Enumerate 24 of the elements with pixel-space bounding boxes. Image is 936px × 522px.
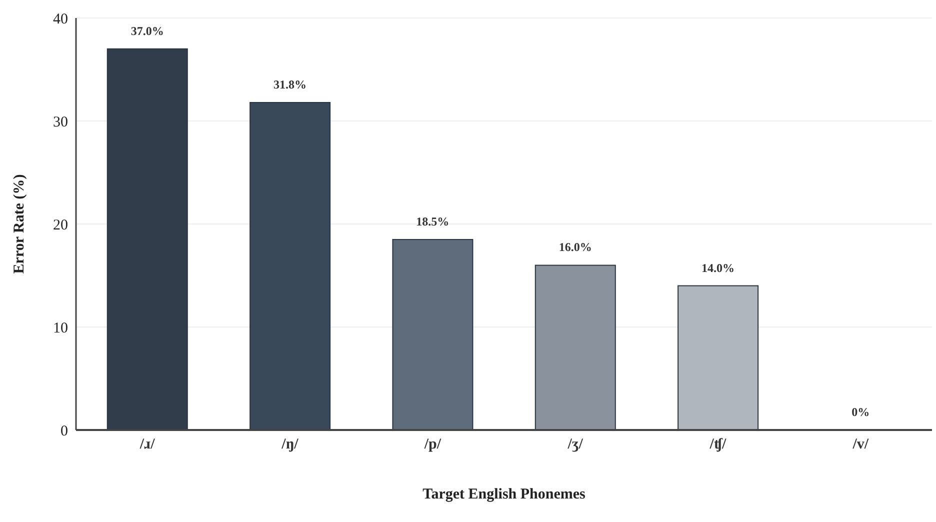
data-label: 18.5% bbox=[416, 214, 450, 228]
x-tick-label: /ŋ/ bbox=[280, 436, 300, 453]
x-tick-label: /p/ bbox=[423, 436, 442, 453]
x-axis-title: Target English Phonemes bbox=[422, 486, 586, 503]
bar bbox=[250, 102, 331, 430]
y-tick-label: 30 bbox=[53, 114, 68, 130]
data-label: 14.0% bbox=[702, 260, 734, 275]
data-label: 31.8% bbox=[274, 77, 306, 92]
x-tick-label: /ɹ/ bbox=[138, 436, 156, 453]
y-tick-label: 40 bbox=[53, 11, 68, 28]
data-label: 0% bbox=[852, 405, 870, 419]
y-tick-label: 10 bbox=[53, 320, 68, 336]
y-tick-label: 0 bbox=[60, 423, 68, 440]
y-tick-label: 20 bbox=[53, 217, 68, 234]
x-tick-label: /v/ bbox=[852, 436, 870, 453]
bar bbox=[392, 238, 474, 430]
bar bbox=[106, 48, 188, 430]
x-tick-label: /ʒ/ bbox=[566, 436, 584, 453]
data-label: 37.0% bbox=[130, 24, 164, 38]
data-label: 16.0% bbox=[558, 240, 592, 254]
y-axis-title: Error Rate (%) bbox=[11, 174, 28, 274]
bar bbox=[678, 285, 759, 430]
bar bbox=[534, 264, 616, 430]
x-tick-label: /ʧ/ bbox=[708, 436, 728, 453]
